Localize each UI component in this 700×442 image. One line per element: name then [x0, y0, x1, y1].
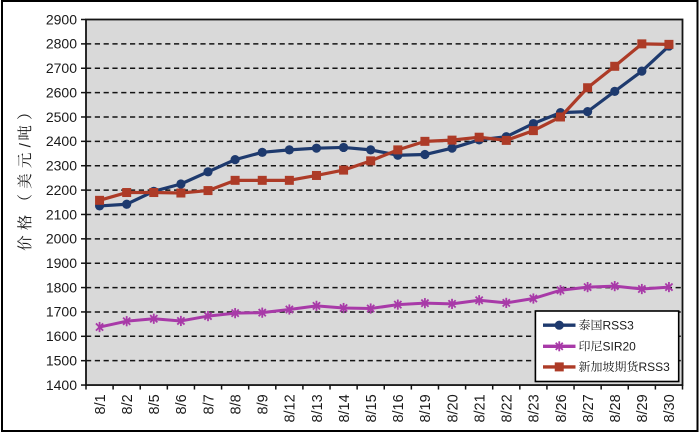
- svg-text:8/9: 8/9: [256, 394, 272, 414]
- svg-text:2900: 2900: [46, 11, 77, 27]
- svg-text:2000: 2000: [46, 231, 77, 247]
- svg-text:8/27: 8/27: [581, 394, 597, 422]
- svg-text:8/16: 8/16: [391, 394, 407, 422]
- svg-text:8/21: 8/21: [472, 394, 488, 422]
- svg-text:8/2: 8/2: [120, 394, 136, 414]
- svg-text:2200: 2200: [46, 182, 77, 198]
- svg-text:2500: 2500: [46, 109, 77, 125]
- svg-text:2700: 2700: [46, 60, 77, 76]
- svg-text:8/29: 8/29: [635, 394, 651, 422]
- svg-text:SIR20: SIR20: [603, 339, 637, 353]
- svg-text:8/23: 8/23: [527, 394, 543, 422]
- svg-text:8/28: 8/28: [608, 394, 624, 422]
- svg-text:1700: 1700: [46, 304, 77, 320]
- svg-text:8/1: 8/1: [93, 394, 109, 414]
- svg-text:8/12: 8/12: [283, 394, 299, 422]
- svg-text:2400: 2400: [46, 133, 77, 149]
- svg-text:8/8: 8/8: [228, 394, 244, 414]
- svg-text:8/20: 8/20: [445, 394, 461, 422]
- svg-text:8/14: 8/14: [337, 394, 353, 422]
- svg-text:8/13: 8/13: [310, 394, 326, 422]
- svg-text:1800: 1800: [46, 279, 77, 295]
- svg-text:RSS3: RSS3: [603, 318, 635, 332]
- svg-text:8/19: 8/19: [418, 394, 434, 422]
- svg-text:8/6: 8/6: [174, 394, 190, 414]
- svg-text:2100: 2100: [46, 206, 77, 222]
- svg-text:2600: 2600: [46, 84, 77, 100]
- svg-text:2300: 2300: [46, 158, 77, 174]
- svg-text:1500: 1500: [46, 352, 77, 368]
- svg-text:8/15: 8/15: [364, 394, 380, 422]
- svg-text:8/5: 8/5: [147, 394, 163, 414]
- svg-text:RSS3: RSS3: [639, 360, 671, 374]
- svg-text:/: /: [17, 142, 34, 147]
- svg-text:1400: 1400: [46, 377, 77, 393]
- svg-text:8/7: 8/7: [201, 394, 217, 414]
- svg-text:2800: 2800: [46, 36, 77, 52]
- svg-text:1600: 1600: [46, 328, 77, 344]
- svg-text:1900: 1900: [46, 255, 77, 271]
- svg-text:8/22: 8/22: [500, 394, 516, 422]
- svg-text:8/30: 8/30: [662, 394, 678, 422]
- svg-text:8/26: 8/26: [554, 394, 570, 422]
